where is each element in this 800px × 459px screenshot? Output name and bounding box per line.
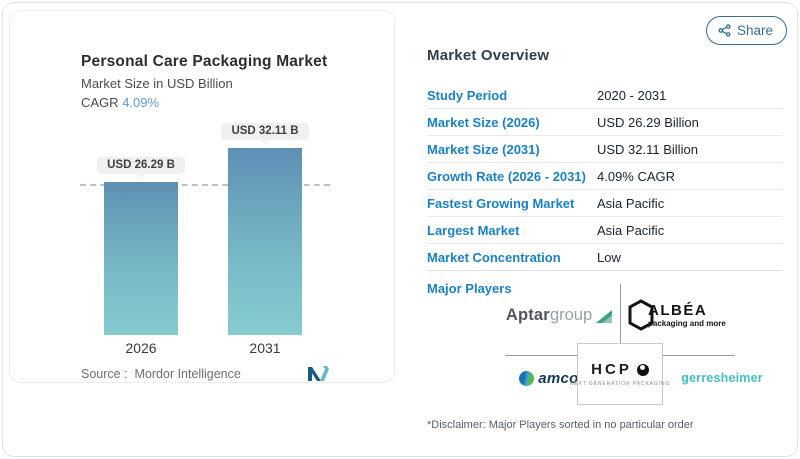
reference-dashed-line [80, 184, 330, 186]
players-horizontal-divider-right [663, 355, 735, 356]
cagr-value: 4.09% [122, 95, 160, 110]
aptargroup-logo: Aptar group [500, 303, 618, 327]
row-label: Fastest Growing Market [427, 195, 575, 211]
albea-hexagon-icon [628, 299, 654, 331]
table-row: Market Size (2031) USD 32.11 Billion [427, 136, 783, 163]
row-label: Study Period [427, 87, 508, 103]
row-value: Low [597, 249, 621, 265]
bar-value-label-2026: USD 26.29 B [97, 157, 185, 178]
albea-logo: ALBÉA packaging and more [627, 295, 747, 335]
chart-cagr: CAGR 4.09% [81, 95, 327, 110]
table-row: Study Period 2020 - 2031 [427, 82, 783, 109]
overview-table: Study Period 2020 - 2031 Market Size (20… [427, 82, 783, 271]
bar-2031: USD 32.11 B [221, 123, 309, 335]
share-icon [718, 24, 731, 37]
table-row: Fastest Growing Market Asia Pacific [427, 190, 783, 217]
aptar-text: Aptar [505, 305, 550, 324]
chart-header: Personal Care Packaging Market Market Si… [81, 53, 327, 110]
hcp-row: HCP [591, 361, 649, 378]
major-players-label: Major Players [427, 281, 512, 296]
albea-text-block: ALBÉA packaging and more [648, 302, 726, 328]
source-text: Source : Mordor Intelligence [81, 367, 241, 381]
albea-tagline: packaging and more [648, 319, 726, 328]
share-button[interactable]: Share [706, 16, 788, 45]
row-label: Market Size (2026) [427, 114, 540, 130]
albea-name: ALBÉA [648, 302, 708, 319]
cagr-label: CAGR [81, 95, 119, 110]
bar-value-label-2031: USD 32.11 B [221, 123, 309, 144]
row-value: USD 26.29 Billion [597, 114, 699, 130]
source-label: Source : [81, 366, 128, 381]
hcp-circle-icon [636, 363, 649, 376]
table-row: Largest Market Asia Pacific [427, 217, 783, 244]
chart-subtitle: Market Size in USD Billion [81, 76, 233, 91]
hcp-tagline: NEXT GENERATION PACKAGING [569, 381, 671, 387]
table-row: Market Size (2026) USD 26.29 Billion [427, 109, 783, 136]
gerresheimer-logo: gerresheimer [681, 371, 763, 385]
chart-title: Personal Care Packaging Market [81, 53, 328, 70]
amcor-globe-icon [519, 370, 535, 386]
table-row: Market Concentration Low [427, 244, 783, 271]
row-value: 2020 - 2031 [597, 87, 667, 103]
amcor-logo: amcor [506, 366, 598, 390]
table-row: Growth Rate (2026 - 2031) 4.09% CAGR [427, 163, 783, 190]
mordor-intelligence-logo-icon [308, 366, 329, 381]
market-chart-card: Personal Care Packaging Market Market Si… [9, 10, 395, 383]
amcor-name: amcor [538, 369, 585, 387]
disclaimer-text: *Disclaimer: Major Players sorted in no … [427, 419, 694, 431]
row-label: Growth Rate (2026 - 2031) [427, 168, 586, 184]
x-axis-label-2026: 2026 [125, 340, 157, 356]
row-value: 4.09% CAGR [597, 168, 676, 184]
bar-rect-2031 [228, 148, 302, 335]
share-label: Share [737, 23, 774, 38]
players-vertical-divider [620, 284, 621, 343]
source-row: Source : Mordor Intelligence [81, 366, 329, 381]
source-value: Mordor Intelligence [134, 366, 241, 381]
bar-rect-2026 [104, 182, 178, 335]
row-value: USD 32.11 Billion [597, 141, 698, 157]
hcp-name: HCP [591, 361, 632, 378]
bar-2026: USD 26.29 B [97, 157, 185, 335]
aptargroup-text: group [549, 305, 593, 324]
overview-heading: Market Overview [427, 47, 550, 64]
players-horizontal-divider-left [505, 355, 577, 356]
aptar-triangle-icon [596, 310, 613, 323]
row-value: Asia Pacific [597, 222, 665, 238]
row-value: Asia Pacific [597, 195, 665, 211]
x-axis-label-2031: 2031 [249, 340, 281, 356]
row-label: Market Size (2031) [427, 141, 540, 157]
row-label: Market Concentration [427, 249, 561, 265]
hcp-logo-box: HCP NEXT GENERATION PACKAGING [570, 343, 669, 405]
row-label: Largest Market [427, 222, 520, 238]
